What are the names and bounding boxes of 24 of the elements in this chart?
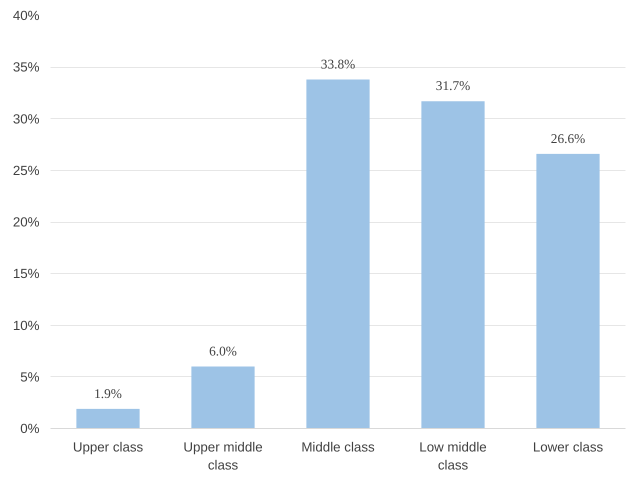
y-tick-label: 10%: [12, 318, 40, 333]
y-tick-label: 25%: [12, 162, 40, 178]
y-tick-label: 30%: [12, 111, 40, 126]
data-label: 6.0%: [209, 344, 237, 359]
x-tick-label: Upper class: [72, 440, 144, 454]
x-tick-label: Upper middle class: [183, 440, 263, 472]
x-tick-label: Middle class: [301, 440, 375, 454]
data-label: 26.6%: [550, 130, 586, 146]
y-tick-label: 40%: [12, 8, 40, 23]
x-tick-label: Low middle class: [419, 440, 487, 472]
y-tick-label: 0%: [20, 421, 40, 436]
bar: [76, 408, 140, 428]
data-label: 33.8%: [320, 56, 356, 72]
y-tick-label: 35%: [12, 60, 40, 75]
bar: [191, 366, 255, 428]
y-tick-label: 15%: [12, 266, 40, 282]
bar: [421, 101, 485, 428]
y-tick-label: 5%: [20, 369, 40, 384]
x-tick-label: Lower class: [532, 440, 604, 454]
data-label: 31.7%: [436, 78, 470, 94]
y-tick-label: 20%: [12, 214, 40, 230]
bar: [536, 154, 600, 428]
bar: [306, 80, 370, 428]
data-label: 1.9%: [94, 386, 122, 401]
